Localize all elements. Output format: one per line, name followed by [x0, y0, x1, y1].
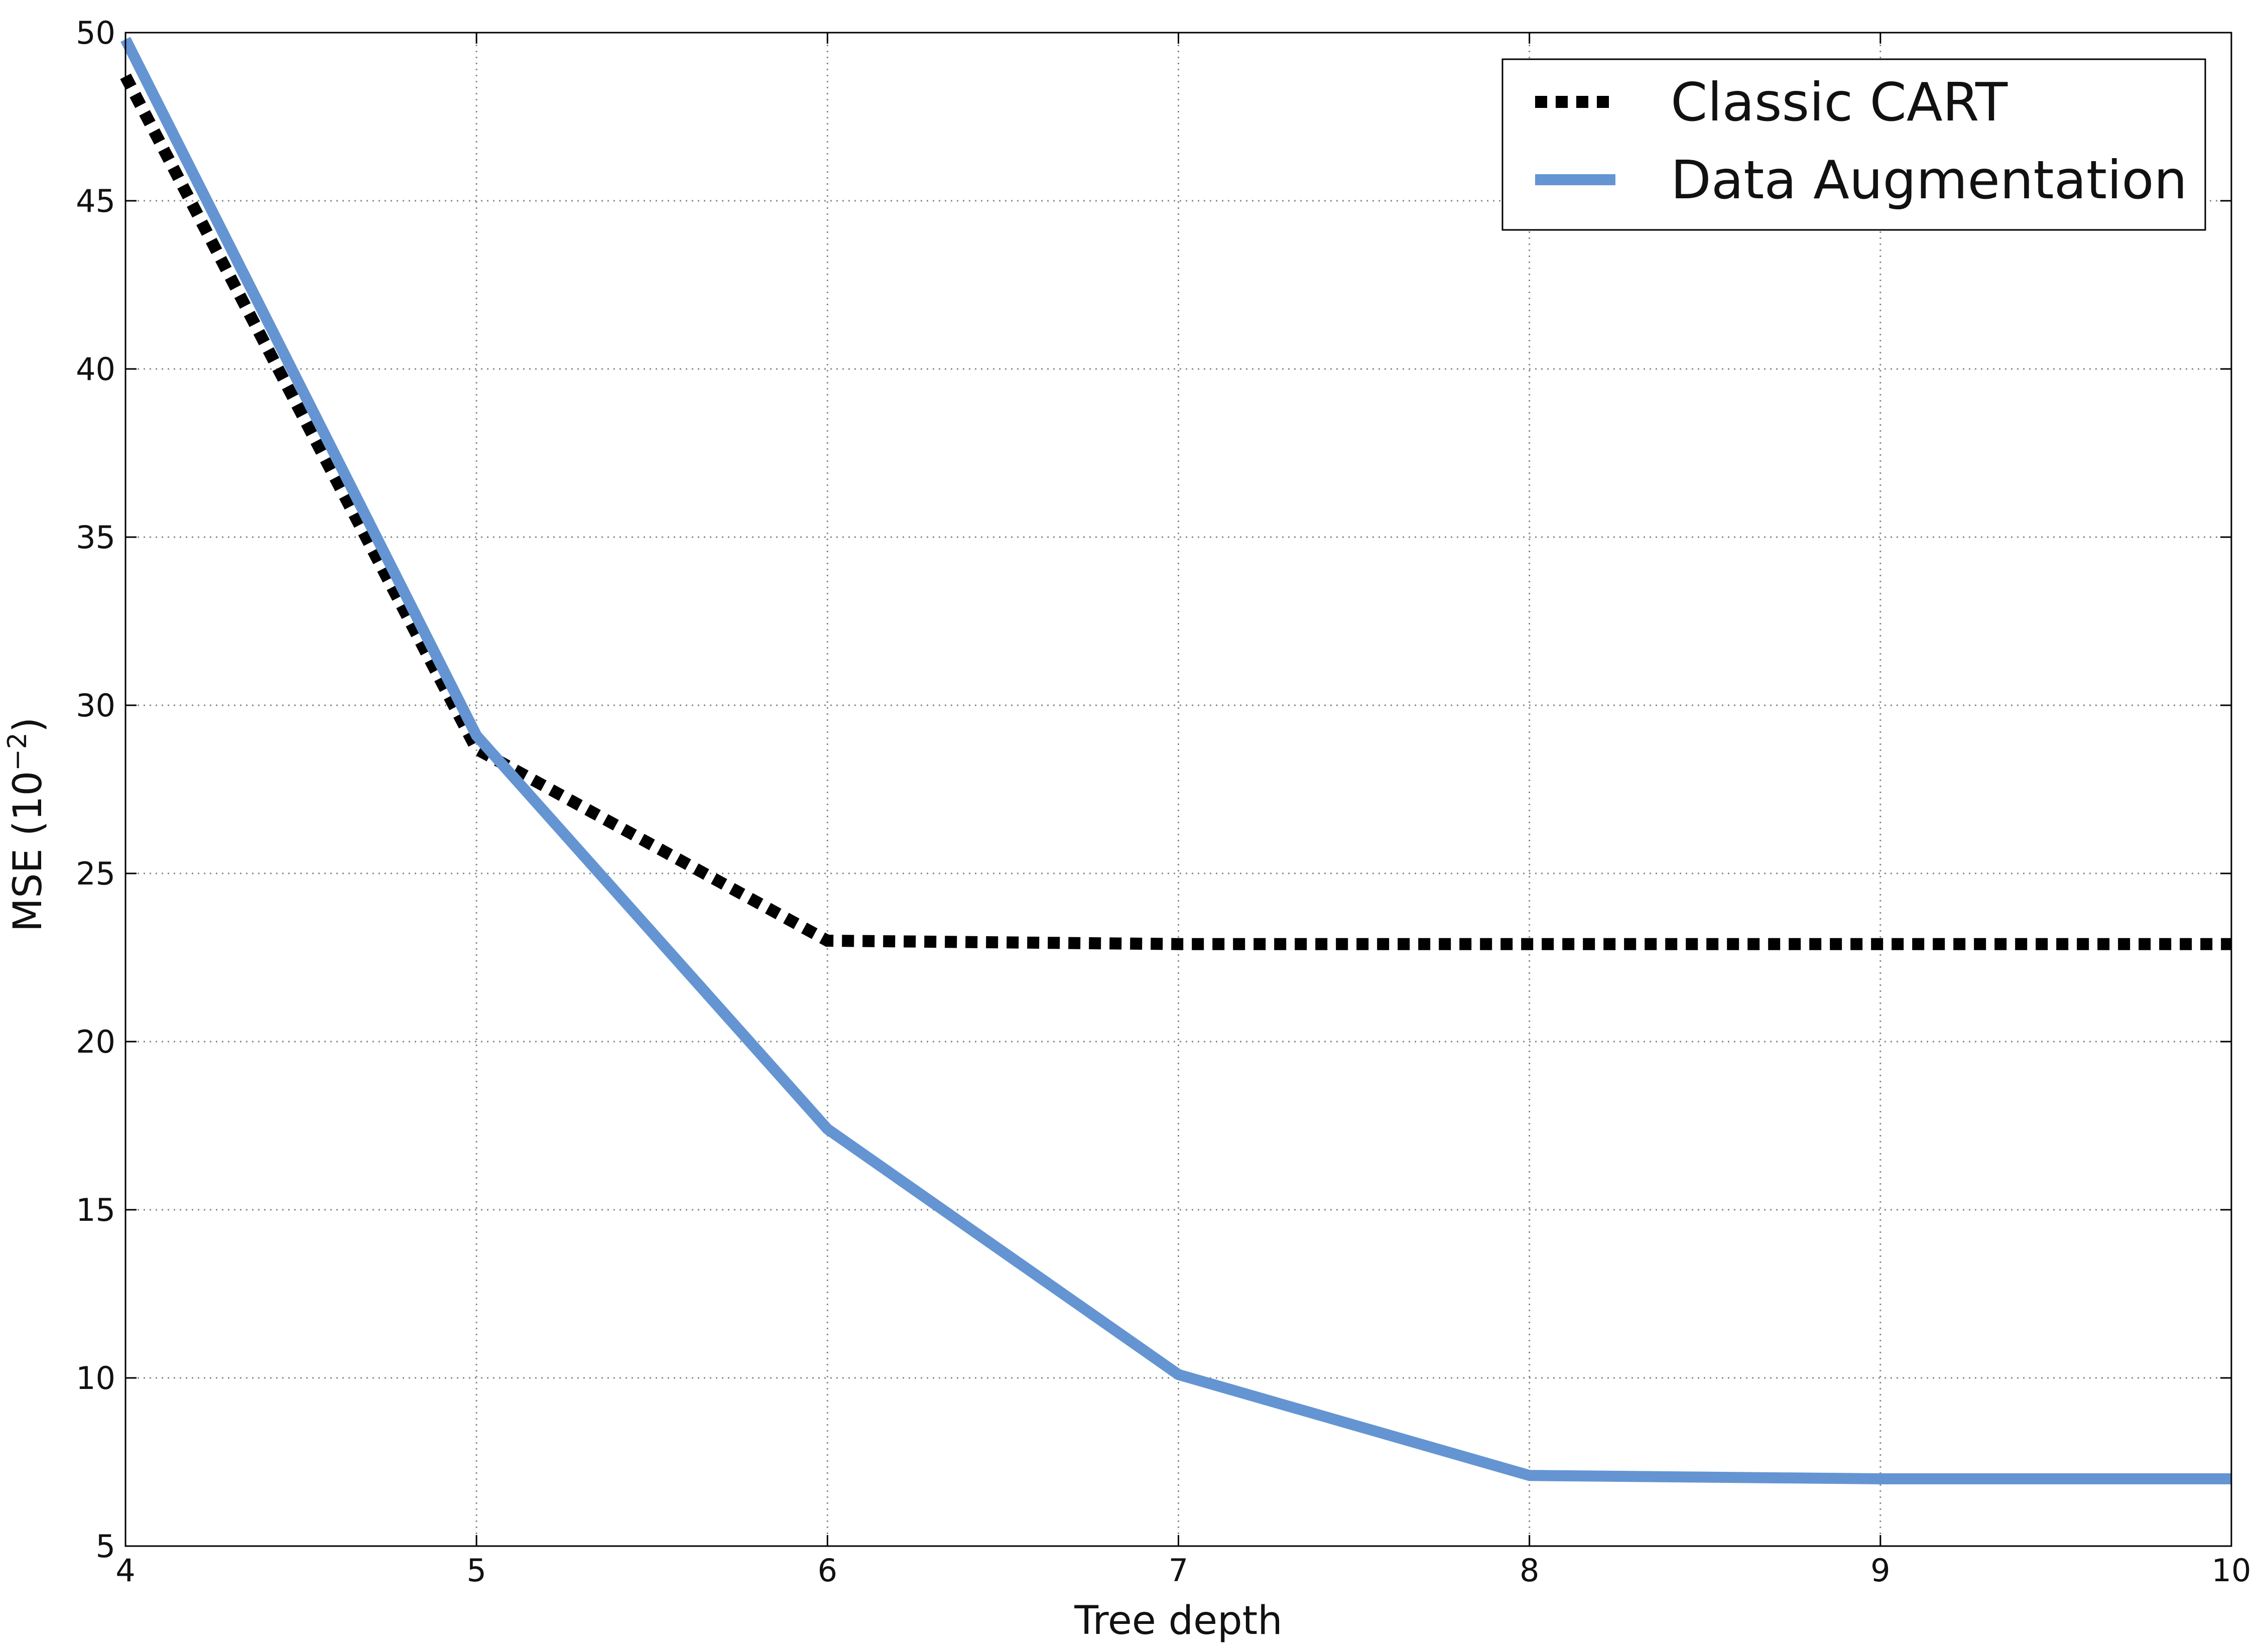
- y-tick-label: 35: [76, 519, 115, 556]
- x-axis-title: Tree depth: [1074, 1598, 1282, 1643]
- series-line-data-augmentation: [120, 37, 2231, 1484]
- legend-label-data-augmentation: Data Augmentation: [1671, 150, 2187, 211]
- y-tick-label: 10: [76, 1360, 115, 1396]
- x-tick-label: 7: [1169, 1552, 1188, 1589]
- legend-label-classic-cart: Classic CART: [1671, 72, 2008, 133]
- y-tick-label: 40: [76, 351, 115, 388]
- x-tick-label: 10: [2212, 1552, 2251, 1589]
- y-tick-label: 25: [76, 855, 115, 892]
- y-axis-title: MSE (10−2): [3, 717, 51, 932]
- x-tick-label: 5: [466, 1552, 486, 1589]
- y-tick-label: 15: [76, 1192, 115, 1228]
- y-tick-labels: 5 10 15 20 25 30 35 40 45 50: [76, 15, 115, 1565]
- y-axis-title-close: ): [6, 717, 51, 732]
- grid-lines: [125, 33, 2231, 1546]
- y-axis-title-text: MSE (10: [6, 771, 51, 932]
- plot-area-frame: [124, 32, 2232, 1547]
- x-tick-label: 9: [1870, 1552, 1890, 1589]
- x-tick-labels: 4 5 6 7 8 9 10: [115, 1552, 2251, 1589]
- y-tick-label: 50: [76, 15, 115, 51]
- y-tick-label: 30: [76, 687, 115, 724]
- y-tick-label: 5: [96, 1528, 115, 1565]
- y-axis-title-exponent: −2: [3, 732, 33, 771]
- x-tick-label: 8: [1520, 1552, 1539, 1589]
- y-tick-label: 45: [76, 183, 115, 219]
- x-tick-label: 6: [818, 1552, 837, 1589]
- legend-box: [1501, 58, 2206, 231]
- x-tick-label: 4: [115, 1552, 135, 1589]
- legend: Classic CART Data Augmentation: [1501, 58, 2206, 231]
- series-line-classic-cart: [120, 73, 2231, 950]
- axis-ticks: [124, 32, 2232, 1547]
- series-lines: [120, 37, 2231, 1484]
- y-tick-label: 20: [76, 1024, 115, 1060]
